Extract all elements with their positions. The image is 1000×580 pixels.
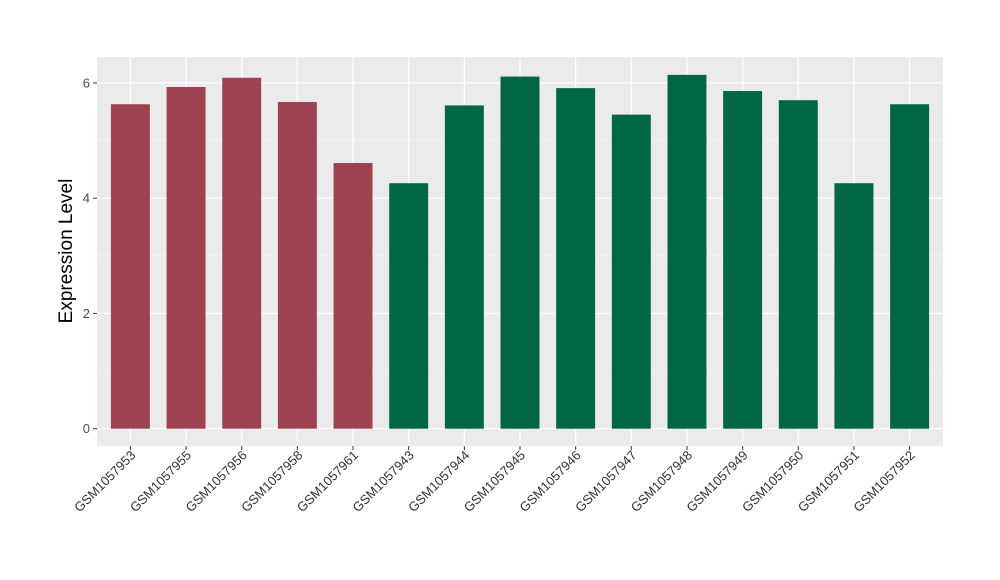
- y-tick-label: 6: [83, 75, 90, 90]
- bar-GSM1057949: [723, 91, 763, 429]
- bar-GSM1057955: [166, 86, 206, 429]
- bar-GSM1057950: [778, 100, 818, 429]
- bar-GSM1057948: [667, 74, 707, 429]
- bar-GSM1057945: [500, 76, 540, 429]
- bar-GSM1057952: [890, 104, 930, 429]
- y-axis: 0 2 4 6: [83, 75, 97, 436]
- bar-GSM1057956: [222, 77, 262, 429]
- bar-GSM1057946: [556, 88, 596, 429]
- y-tick-label: 0: [83, 421, 90, 436]
- y-tick-label: 4: [83, 191, 90, 206]
- bar-GSM1057961: [333, 163, 373, 429]
- bar-GSM1057958: [277, 101, 317, 429]
- bar-GSM1057951: [834, 183, 874, 429]
- bar-GSM1057943: [389, 183, 429, 429]
- x-axis: GSM1057953GSM1057955GSM1057956GSM1057958…: [71, 446, 918, 515]
- y-axis-title: Expression Level: [56, 179, 77, 324]
- bar-GSM1057947: [611, 114, 651, 429]
- bar-GSM1057953: [110, 104, 150, 429]
- bars: [110, 74, 930, 429]
- y-tick-label: 2: [83, 306, 90, 321]
- bar-GSM1057944: [444, 105, 484, 429]
